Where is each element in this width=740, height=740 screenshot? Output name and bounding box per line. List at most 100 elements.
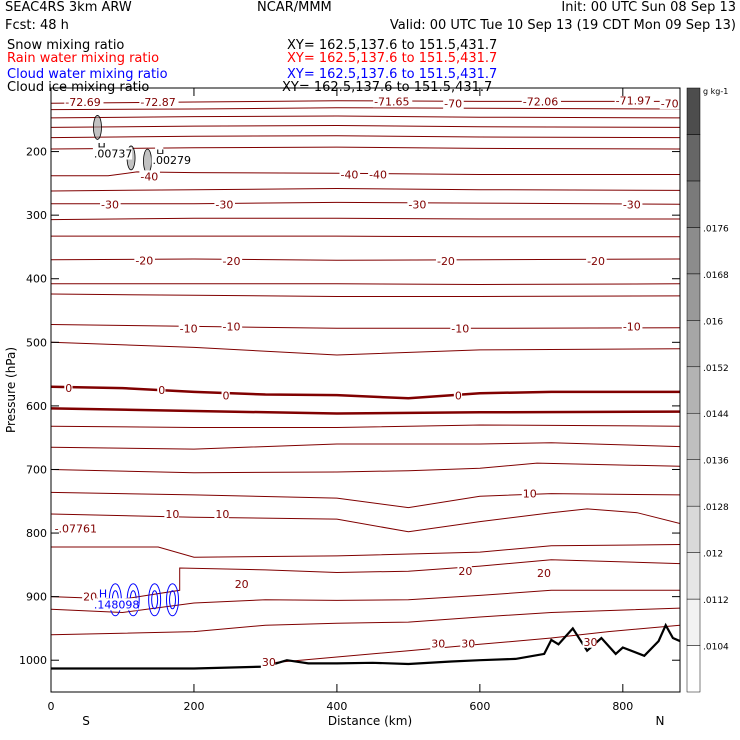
contour-label-39: .148098 xyxy=(94,598,139,611)
contour-label-35: 30 xyxy=(461,638,475,651)
x-tick-label-0: 0 xyxy=(48,700,55,713)
contour-label-41: .00737 xyxy=(94,147,132,160)
contour-label-bg-21 xyxy=(621,320,643,333)
forecast-hour: Fcst: 48 h xyxy=(5,18,69,33)
isotherm-4 xyxy=(51,135,680,139)
y-tick-label-700: 700 xyxy=(26,463,47,476)
contour-label-10: -30 xyxy=(101,198,119,211)
ice-cell-0 xyxy=(93,115,102,140)
contour-label-bg-11 xyxy=(214,198,235,211)
colorbar-tick-2: .012 xyxy=(703,550,723,560)
colorbar-segment-9 xyxy=(686,227,701,275)
field-xy-rain: XY= 162.5,137.6 to 151.5,431.7 xyxy=(287,51,498,66)
contour-label-bg-2 xyxy=(373,95,413,108)
contour-label-bg-32 xyxy=(536,567,551,580)
colorbar-segment-1 xyxy=(686,598,701,646)
contour-label-bg-30 xyxy=(233,577,249,590)
cloud-water-cell-3 xyxy=(166,583,180,617)
contour-label-bg-39 xyxy=(92,598,139,611)
x-tick-label-800: 800 xyxy=(612,700,633,713)
contour-label-43: .00279 xyxy=(152,154,191,167)
contour-label-8: -40 xyxy=(340,168,358,181)
field-xy-snow: XY= 162.5,137.6 to 151.5,431.7 xyxy=(287,38,498,53)
contour-label-20: -10 xyxy=(451,322,469,335)
y-tick-label-500: 500 xyxy=(26,336,47,349)
center-label: NCAR/MMM xyxy=(257,0,332,15)
contour-label-14: -20 xyxy=(135,254,153,267)
y-tick-label-300: 300 xyxy=(26,209,47,222)
contour-label-9: -40 xyxy=(369,168,387,181)
colorbar-tick-1: .0112 xyxy=(703,596,729,606)
contour-label-27: 10 xyxy=(215,508,229,521)
contour-label-23: 0 xyxy=(158,384,165,397)
contour-label-34: 30 xyxy=(431,638,445,651)
cloud-water-cell-2 xyxy=(148,583,162,617)
y-tick-label-1000: 1000 xyxy=(19,654,47,667)
colorbar-segment-11 xyxy=(686,134,701,182)
isotherm-7 xyxy=(51,187,680,192)
isotherm-10 xyxy=(51,235,680,238)
colorbar-segment-10 xyxy=(686,180,701,228)
contour-label-bg-29 xyxy=(53,522,99,535)
contour-label-bg-7 xyxy=(139,170,160,183)
isotherm-9 xyxy=(51,217,680,221)
y-tick-label-400: 400 xyxy=(26,273,47,286)
contour-label-29: -.07761 xyxy=(55,523,97,536)
contour-label-11: -30 xyxy=(215,198,233,211)
contour-label-bg-4 xyxy=(521,95,561,108)
colorbar-segment-3 xyxy=(686,505,701,553)
contour-label-31: 20 xyxy=(458,565,472,578)
contour-label-bg-22 xyxy=(64,382,73,395)
isotherm-17 xyxy=(51,407,680,415)
x-tick-label-200: 200 xyxy=(183,700,204,713)
colorbar-tick-4: .0136 xyxy=(703,457,729,467)
contour-label-32: 20 xyxy=(537,567,551,580)
contour-label-bg-8 xyxy=(339,168,361,181)
field-label-cloud-water: Cloud water mixing ratio xyxy=(7,67,168,82)
contour-label-bg-20 xyxy=(450,322,471,335)
contour-label-28: 10 xyxy=(523,488,537,501)
contour-label-17: -20 xyxy=(587,255,605,268)
contour-label-bg-17 xyxy=(586,254,607,267)
contour-label-3: -70 xyxy=(444,97,462,110)
contour-label-19: -10 xyxy=(223,320,241,333)
colorbar-segment-7 xyxy=(686,320,701,368)
contour-label-5: -71.97 xyxy=(616,95,651,108)
field-label-rain: Rain water mixing ratio xyxy=(7,51,160,66)
contour-label-bg-25 xyxy=(453,389,463,402)
y-tick-label-900: 900 xyxy=(26,591,47,604)
colorbar-tick-5: .0144 xyxy=(703,410,729,420)
colorbar-segment-0 xyxy=(686,645,701,693)
isotherm-8 xyxy=(51,201,680,205)
init-time: Init: 00 UTC Sun 08 Sep 13 xyxy=(561,0,736,15)
colorbar-segment-12 xyxy=(686,87,701,135)
isotherm-6 xyxy=(51,171,680,177)
cloud-water-cell-inner-3 xyxy=(169,590,177,610)
contour-label-22: 0 xyxy=(65,382,72,395)
contour-label-37: 30 xyxy=(262,656,276,669)
isotherm-5 xyxy=(51,146,680,150)
isotherm-13 xyxy=(51,293,680,297)
contour-label-bg-16 xyxy=(435,254,457,267)
contour-label-36: 30 xyxy=(584,636,598,649)
isotherm-12 xyxy=(51,283,680,286)
contour-label-bg-12 xyxy=(407,198,428,211)
isotherm-1 xyxy=(51,107,680,111)
contour-label-bg-36 xyxy=(582,635,597,648)
contour-label-24: 0 xyxy=(223,390,230,403)
contour-label-bg-37 xyxy=(260,656,276,669)
contour-label-bg-43 xyxy=(151,153,191,166)
contour-label-2: -71.65 xyxy=(374,95,409,108)
contour-label-bg-6 xyxy=(659,97,681,110)
contour-label-bg-3 xyxy=(443,97,464,110)
isotherm-14 xyxy=(51,324,680,329)
contour-label-15: -20 xyxy=(223,255,241,268)
contour-label-bg-24 xyxy=(221,389,230,402)
contour-label-bg-28 xyxy=(521,487,537,500)
contour-label-bg-42 xyxy=(155,147,164,160)
contour-label-18: -10 xyxy=(180,322,198,335)
y-tick-label-800: 800 xyxy=(26,527,47,540)
colorbar-unit: g kg-1 xyxy=(703,87,728,96)
contour-label-bg-26 xyxy=(164,507,179,520)
